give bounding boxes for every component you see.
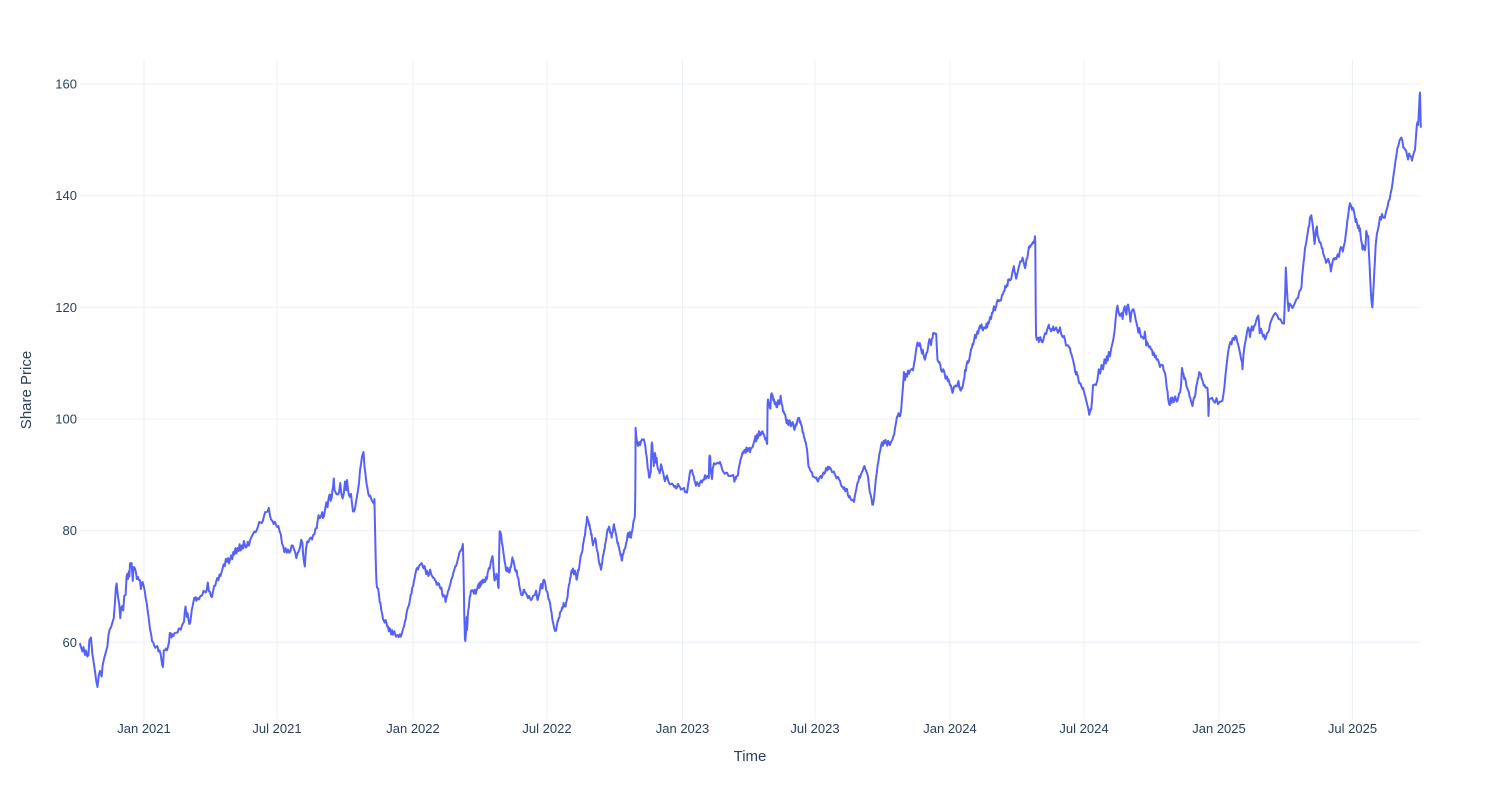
svg-text:60: 60 xyxy=(63,635,77,650)
svg-text:Jul 2023: Jul 2023 xyxy=(790,721,839,736)
svg-text:Jan 2021: Jan 2021 xyxy=(117,721,171,736)
svg-text:100: 100 xyxy=(55,412,77,427)
svg-text:Jan 2022: Jan 2022 xyxy=(386,721,440,736)
svg-text:140: 140 xyxy=(55,188,77,203)
svg-text:Jan 2024: Jan 2024 xyxy=(923,721,977,736)
svg-text:Jul 2022: Jul 2022 xyxy=(522,721,571,736)
svg-text:Share Price: Share Price xyxy=(18,351,35,429)
svg-text:160: 160 xyxy=(55,77,77,92)
svg-text:Jul 2025: Jul 2025 xyxy=(1328,721,1377,736)
svg-text:Jul 2024: Jul 2024 xyxy=(1059,721,1108,736)
svg-text:80: 80 xyxy=(63,523,77,538)
svg-text:120: 120 xyxy=(55,300,77,315)
svg-text:Jan 2025: Jan 2025 xyxy=(1192,721,1246,736)
svg-text:Jul 2021: Jul 2021 xyxy=(252,721,301,736)
svg-text:Jan 2023: Jan 2023 xyxy=(656,721,710,736)
svg-text:Time: Time xyxy=(734,748,767,765)
